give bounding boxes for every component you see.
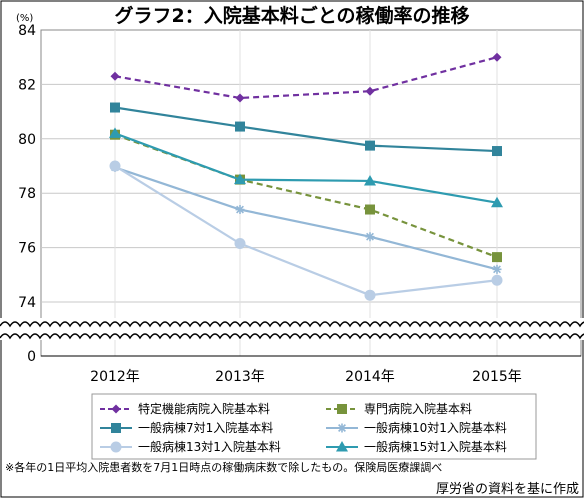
y-tick-labels: 84 82 80 78 76 74 0 [18,23,36,365]
data-point [110,102,120,113]
legend-label: 一般病棟15対1入院基本料 [364,439,507,454]
data-point [492,264,502,274]
series-group [110,102,502,157]
y-tick-label: 82 [18,77,36,93]
y-tick-label: 0 [27,349,36,365]
x-tick-label: 2015年 [472,369,522,385]
break-wave-lower [0,333,584,340]
data-point [365,232,375,242]
data-point [337,404,347,414]
data-point [365,140,375,151]
data-point [337,423,347,433]
data-point [109,160,121,172]
data-point [365,204,375,215]
legend-entry: 専門病院入院基本料 [326,401,472,416]
legend-label: 専門病院入院基本料 [364,401,472,416]
source-credit: 厚労省の資料を基に作成 [436,482,579,497]
data-point [491,274,503,286]
break-wave-upper [0,321,584,328]
data-point [234,238,246,250]
chart-title: グラフ2：入院基本料ごとの稼働率の推移 [114,4,469,27]
data-point [235,93,245,103]
series-group [110,52,502,103]
legend-label: 一般病棟10対1入院基本料 [364,420,507,435]
data-point [235,205,245,215]
data-point [111,404,121,414]
break-gap [0,318,584,340]
grid-lines [41,30,581,356]
y-tick-label: 78 [18,186,36,202]
y-tick-label: 80 [18,132,36,148]
series-line [114,106,498,153]
data-point [364,289,376,301]
data-point [234,173,246,185]
data-point [492,52,502,62]
axis-break [0,318,584,357]
series-line [114,132,498,204]
data-point [336,441,348,452]
series-group [109,127,503,208]
footnote: ※各年の1日平均入院患者数を7月1日時点の稼働病床数で除したもの。保険局医療課調… [5,460,442,474]
series-lines [109,52,503,301]
data-point [492,252,502,263]
legend-label: 一般病棟13対1入院基本料 [138,439,281,454]
legend-entry: 一般病棟10対1入院基本料 [326,420,507,435]
data-point [491,196,503,208]
data-point [492,146,502,157]
series-line [114,165,498,297]
data-point [364,174,376,186]
data-point [110,71,120,81]
legend-entry: 一般病棟13対1入院基本料 [100,439,281,454]
series-line [114,56,498,100]
series-line [114,166,498,271]
x-tick-label: 2012年 [90,369,140,385]
legend-entry: 一般病棟7対1入院基本料 [100,420,273,435]
series-line [114,133,498,259]
x-tick-label: 2013年 [215,369,265,385]
y-tick-label: 74 [18,295,36,311]
legend-label: 一般病棟7対1入院基本料 [138,420,273,435]
y-tick-label: 84 [18,23,36,39]
legend-box [91,393,537,460]
data-point [109,127,121,138]
data-point [110,441,122,453]
y-tick-label: 76 [18,241,36,257]
legend-entry: 一般病棟15対1入院基本料 [326,439,507,454]
x-tick-label: 2014年 [345,369,395,385]
data-point [235,121,245,132]
x-tick-labels: 2012年 2013年 2014年 2015年 [90,369,522,385]
data-point [365,86,375,96]
legend-label: 特定機能病院入院基本料 [138,401,270,416]
data-point [111,423,121,433]
y-unit-label: (%) [16,13,33,24]
series-group [109,160,503,301]
legend-entry: 特定機能病院入院基本料 [100,401,270,416]
